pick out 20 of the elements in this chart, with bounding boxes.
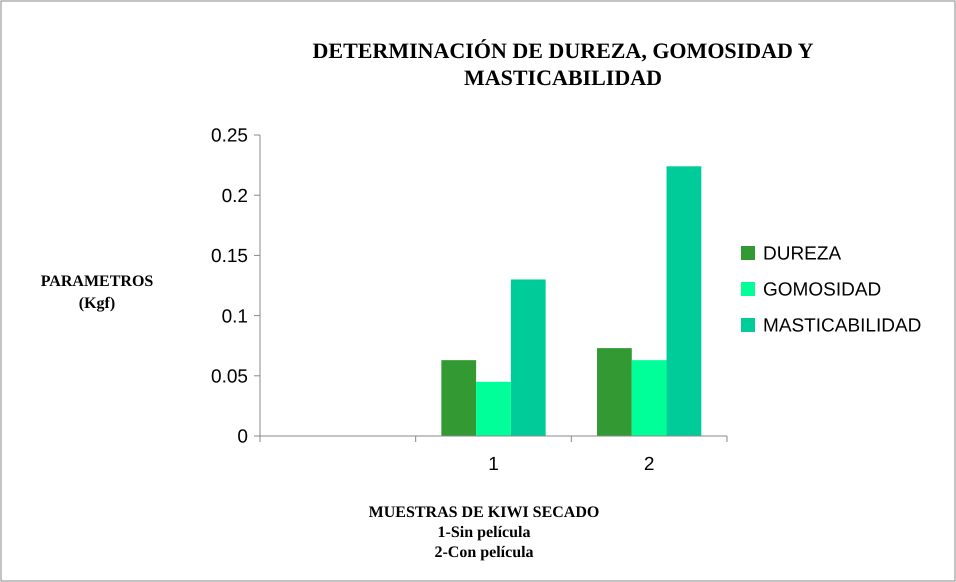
y-tick-label: 0.1 <box>222 306 248 328</box>
chart-title: DETERMINACIÓN DE DUREZA, GOMOSIDAD Y MASTICABILIDAD <box>312 38 814 90</box>
y-tick-label: 0 <box>237 426 248 448</box>
legend-label: GOMOSIDAD <box>763 280 882 301</box>
bar <box>632 360 667 436</box>
bar <box>476 382 511 436</box>
bar <box>597 348 632 436</box>
y-axis-title: PARAMETROS (Kgf) <box>40 273 154 312</box>
bar <box>441 360 476 436</box>
y-tick-label: 0.05 <box>211 366 248 388</box>
y-tick-label: 0.15 <box>211 246 248 268</box>
x-axis-title: MUESTRAS DE KIWI SECADO 1-Sin película 2-Con película <box>368 504 600 561</box>
legend-label: MASTICABILIDAD <box>763 316 922 337</box>
bar <box>510 279 546 436</box>
x-tick-label: 1 <box>488 454 499 475</box>
y-tick-label: 0.2 <box>222 186 248 207</box>
y-tick-label: 0.25 <box>211 126 248 147</box>
legend-label: DUREZA <box>763 244 842 265</box>
bar <box>666 166 702 436</box>
x-tick-label: 2 <box>644 454 654 475</box>
